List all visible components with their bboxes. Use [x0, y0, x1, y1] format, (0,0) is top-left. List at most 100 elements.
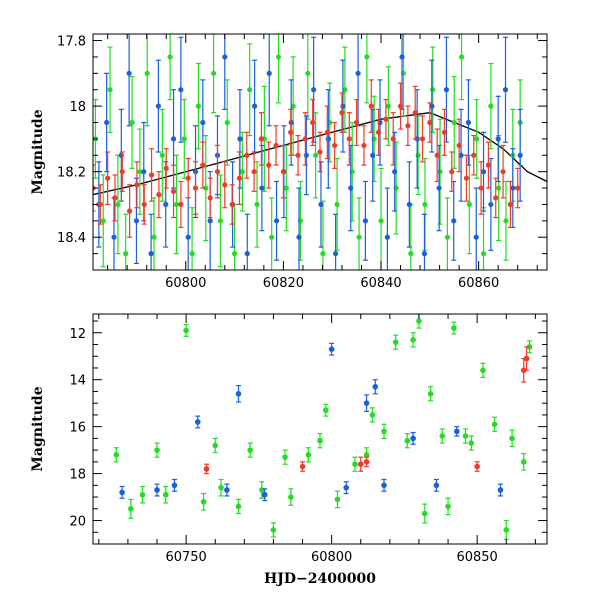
bottom-data-point [427, 390, 434, 397]
top-point [137, 128, 143, 215]
top-data-point [200, 119, 206, 126]
top-point [474, 98, 480, 179]
top-data-point [104, 119, 110, 126]
top-data-point [449, 169, 455, 175]
bottom-y-tick-label: 16 [69, 421, 86, 436]
top-data-point [463, 175, 470, 181]
bottom-point [445, 497, 451, 516]
top-data-point [471, 152, 477, 158]
bottom-data-point [194, 419, 201, 425]
top-data-point [170, 188, 177, 194]
top-data-point [163, 165, 169, 171]
top-point [451, 180, 457, 261]
bottom-point [509, 429, 515, 448]
top-data-point [478, 185, 484, 191]
top-data-point [236, 175, 243, 181]
top-point [466, 154, 472, 255]
top-data-point [421, 251, 428, 257]
bottom-point [520, 453, 527, 471]
bottom-point [363, 456, 370, 468]
bottom-data-point [334, 496, 341, 503]
top-point [449, 151, 455, 192]
top-point [375, 108, 382, 156]
top-data-point [515, 185, 521, 191]
top-point [385, 66, 391, 147]
bottom-data-point [299, 463, 306, 470]
top-data-point [192, 185, 199, 191]
bottom-point [480, 362, 486, 378]
top-point [129, 76, 135, 169]
bottom-data-point [363, 452, 370, 458]
top-data-point [466, 201, 472, 208]
bottom-data-point [357, 461, 364, 468]
bottom-point [323, 403, 329, 417]
bottom-point [328, 342, 335, 356]
bottom-data-point [200, 498, 207, 505]
top-point [478, 161, 484, 215]
bottom-ticks: 60750 60800 60850 12 14 16 18 20 [69, 314, 547, 565]
top-point [405, 105, 411, 147]
top-data-point [354, 119, 360, 126]
top-point [471, 135, 477, 176]
top-data-point [251, 103, 258, 109]
top-point [507, 180, 513, 228]
bottom-data-point [270, 527, 277, 533]
top-data-point [384, 234, 390, 240]
bottom-data-point [468, 440, 475, 446]
bottom-point [224, 483, 230, 497]
bottom-data-point [224, 487, 230, 493]
top-point [126, 34, 132, 127]
bottom-point [427, 386, 434, 402]
top-point [361, 125, 367, 166]
top-point [195, 62, 202, 150]
top-point [458, 108, 464, 202]
bottom-data-point [328, 346, 335, 353]
top-data-point [273, 142, 279, 149]
top-point [465, 79, 472, 166]
top-data-point [207, 218, 213, 224]
top-data-point [485, 162, 492, 168]
top-point [112, 174, 118, 222]
bottom-x-tick-label: 60850 [456, 550, 497, 565]
top-data-point [148, 172, 155, 178]
top-panel: 60800 60820 60840 60860 17.8 18 18.2 18.4 Magni… [30, 33, 548, 291]
bottom-x-axis-label: HJD−2400000 [264, 571, 376, 587]
bottom-point [235, 384, 242, 403]
top-point [510, 148, 516, 228]
top-data-point [507, 201, 513, 208]
top-point [155, 59, 162, 153]
bottom-point [119, 485, 125, 499]
top-data-point [141, 201, 147, 208]
top-data-point [429, 103, 435, 109]
top-data-point [266, 70, 272, 76]
top-point [207, 177, 213, 219]
bottom-point [282, 449, 288, 465]
top-data-point [127, 208, 133, 214]
top-data-point [510, 185, 516, 191]
top-point [148, 148, 155, 202]
bottom-point [468, 435, 475, 451]
top-data-point [133, 218, 140, 224]
top-point [123, 213, 129, 270]
top-point [368, 79, 374, 133]
top-data-point [97, 201, 103, 208]
top-data-point [430, 87, 436, 93]
top-series-2 [93, 79, 521, 238]
top-data-point [444, 234, 451, 240]
bottom-data-point [171, 482, 178, 489]
top-data-point [288, 129, 294, 135]
top-data-point [348, 185, 354, 191]
bottom-point [334, 490, 341, 509]
bottom-data-point [381, 482, 387, 489]
top-data-point [222, 182, 228, 188]
bottom-point [113, 447, 120, 463]
top-data-point [254, 201, 260, 208]
top-point [305, 34, 311, 120]
top-data-point [320, 251, 326, 257]
top-data-point [207, 195, 213, 201]
top-point [236, 151, 243, 206]
top-data-point [408, 251, 414, 257]
top-point [258, 112, 265, 166]
top-point [229, 184, 235, 225]
top-point [473, 187, 479, 270]
